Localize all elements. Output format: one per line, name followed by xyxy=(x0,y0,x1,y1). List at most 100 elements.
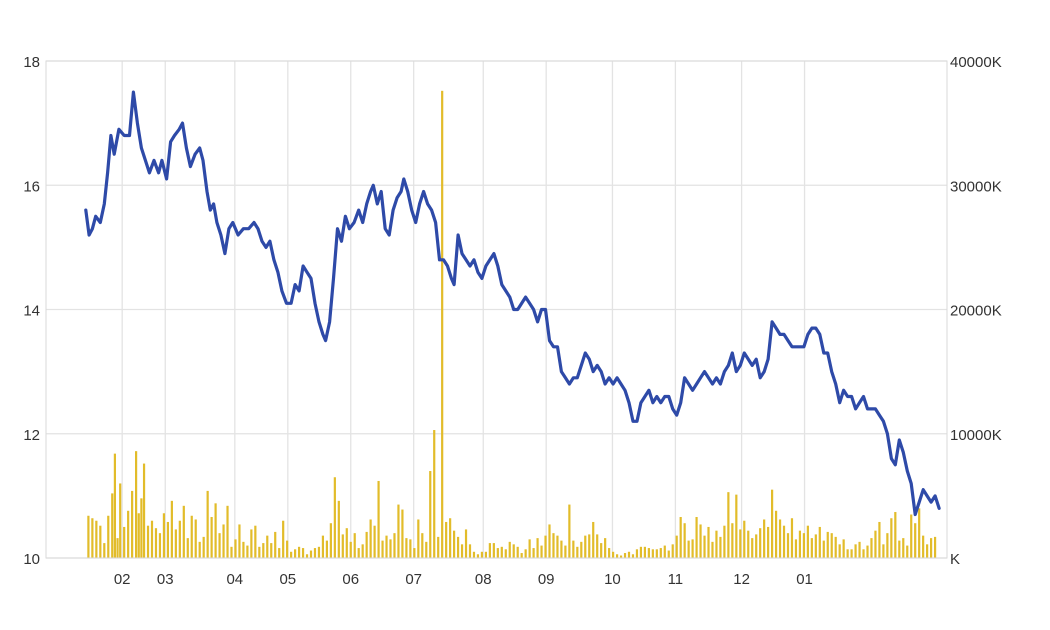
volume-bar xyxy=(140,498,143,558)
volume-bar xyxy=(433,430,436,558)
volume-bar xyxy=(313,548,317,558)
volume-bar xyxy=(123,526,126,558)
right-axis-ticks: K 10000K 20000K 30000K 40000K xyxy=(950,54,1002,568)
volume-bar xyxy=(301,548,305,558)
volume-bar xyxy=(771,489,774,558)
volume-bar xyxy=(528,539,531,558)
volume-bar xyxy=(429,471,432,558)
volume-bar xyxy=(767,526,770,558)
volume-bar xyxy=(242,541,245,558)
volume-bar xyxy=(146,525,150,558)
volume-bar xyxy=(290,551,293,558)
x-tick-label: 12 xyxy=(733,571,750,588)
volume-bar xyxy=(719,536,722,558)
volume-bar xyxy=(608,548,611,558)
volume-bar xyxy=(174,529,177,558)
volume-bar xyxy=(568,504,571,558)
volume-bar xyxy=(886,533,889,558)
right-tick-label: 10000K xyxy=(950,427,1002,444)
volume-bar xyxy=(453,530,456,558)
volume-bar xyxy=(460,544,464,558)
volume-bar xyxy=(763,519,766,558)
volume-bar xyxy=(755,534,758,558)
volume-bar xyxy=(679,516,682,558)
volume-bar xyxy=(667,550,670,558)
volume-bar xyxy=(345,528,348,558)
volume-bar xyxy=(127,510,130,558)
x-tick-label: 08 xyxy=(475,571,492,588)
volume-bar xyxy=(826,531,829,558)
volume-bar xyxy=(707,526,710,558)
x-tick-label: 02 xyxy=(114,571,131,588)
volume-bar xyxy=(596,534,599,558)
volume-bar xyxy=(786,533,790,558)
volume-bar xyxy=(830,533,833,558)
volume-bar xyxy=(556,535,559,558)
volume-bar xyxy=(584,535,587,558)
volume-bar xyxy=(87,515,90,558)
volume-bar xyxy=(158,533,162,558)
volume-bar xyxy=(592,521,595,558)
volume-bar xyxy=(544,535,547,558)
volume-bar xyxy=(337,500,340,558)
volume-bar xyxy=(385,535,388,558)
volume-bar xyxy=(113,453,116,558)
volume-bar xyxy=(643,546,646,558)
right-tick-label: 40000K xyxy=(950,54,1002,71)
volume-bar xyxy=(727,492,730,558)
volume-bar xyxy=(150,520,154,558)
volume-bar xyxy=(401,509,404,558)
volume-bar xyxy=(437,536,440,558)
volume-bar xyxy=(858,541,861,558)
volume-bar xyxy=(933,536,937,558)
left-axis-ticks: 10 12 14 16 18 xyxy=(23,54,40,568)
volume-bar xyxy=(715,530,718,558)
volume-bar xyxy=(703,535,706,558)
volume-bar xyxy=(214,503,217,558)
volume-bar xyxy=(353,533,356,558)
volume-bar xyxy=(604,538,607,558)
volume-bar xyxy=(504,549,507,558)
volume-bar xyxy=(691,539,694,558)
volume-bar xyxy=(254,525,257,558)
volume-bar xyxy=(137,513,140,558)
volume-bar xyxy=(154,528,158,558)
volume-bar xyxy=(166,521,169,558)
x-tick-label: 04 xyxy=(226,571,243,588)
volume-bar xyxy=(480,551,484,558)
volume-bar xyxy=(198,541,201,558)
volume-bar xyxy=(910,514,913,558)
left-tick-label: 18 xyxy=(23,54,40,71)
volume-bar xyxy=(778,519,782,558)
volume-bar xyxy=(878,521,881,558)
volume-bar xyxy=(405,538,408,558)
volume-bar xyxy=(747,530,750,558)
volume-bar xyxy=(492,543,495,558)
volume-bars xyxy=(87,90,937,558)
volume-bar xyxy=(651,549,654,558)
volume-bar xyxy=(532,548,535,558)
volume-bar xyxy=(655,549,658,558)
volume-bar xyxy=(341,534,344,558)
volume-bar xyxy=(186,538,189,558)
volume-bar xyxy=(500,546,503,558)
x-axis-ticks: 02 03 04 05 06 07 08 09 10 11 12 01 xyxy=(114,571,813,588)
volume-bar xyxy=(361,544,364,558)
x-tick-label: 03 xyxy=(157,571,174,588)
volume-bar xyxy=(675,535,678,558)
volume-bar xyxy=(922,535,925,558)
volume-bar xyxy=(627,551,631,558)
volume-bar xyxy=(282,520,285,558)
volume-bar xyxy=(230,546,233,558)
volume-bar xyxy=(882,544,885,558)
volume-bar xyxy=(305,554,309,558)
volume-bar xyxy=(333,477,336,558)
right-tick-label: 20000K xyxy=(950,303,1002,320)
volume-bar xyxy=(325,540,328,558)
volume-bar xyxy=(409,539,412,558)
volume-bar xyxy=(274,531,277,558)
volume-bar xyxy=(421,533,424,558)
volume-bar xyxy=(297,546,301,558)
volume-bar xyxy=(687,540,690,558)
